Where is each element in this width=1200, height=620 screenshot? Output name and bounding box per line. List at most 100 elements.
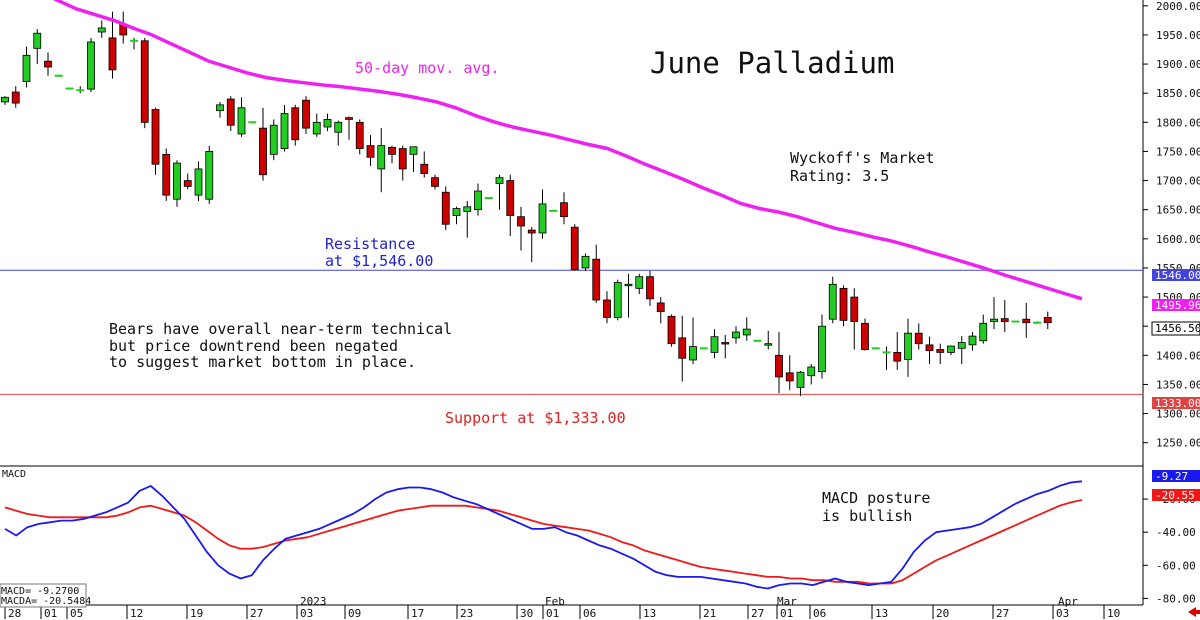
macd-note-line-2: is bullish: [822, 507, 912, 525]
candle-body: [613, 282, 622, 318]
candle: [205, 145, 214, 204]
candle: [947, 345, 955, 356]
candle: [592, 244, 601, 303]
candle: [785, 355, 794, 391]
candle-body: [44, 60, 52, 68]
candle: [807, 364, 816, 385]
candle-body: [925, 344, 934, 352]
candle: [302, 96, 310, 134]
candle-body: [495, 177, 504, 184]
candle-body: [452, 208, 461, 216]
candle: [1, 96, 9, 105]
candle-body: [689, 346, 697, 361]
candle: [742, 317, 751, 341]
candle-body: [226, 98, 235, 126]
candle: [968, 332, 977, 351]
candle: [11, 86, 20, 108]
candle: [441, 186, 450, 231]
candle: [936, 343, 945, 365]
resistance-label-2: at $1,546.00: [325, 252, 433, 270]
candle-body: [861, 322, 869, 350]
candle-body: [990, 318, 998, 322]
candle-body: [97, 27, 106, 33]
candle: [291, 104, 300, 146]
candle-body: [355, 121, 364, 149]
candle: [366, 135, 375, 167]
support-price-tag: 1333.00: [1152, 397, 1200, 410]
candle: [904, 318, 912, 377]
candle: [495, 174, 504, 210]
candle: [721, 334, 730, 359]
price-tick-label: 1350.00: [1156, 378, 1200, 391]
svg-text:-20.55: -20.55: [1155, 489, 1195, 502]
candle: [323, 113, 332, 132]
candle: [506, 174, 515, 236]
macd-tick-label: -80.00: [1156, 592, 1196, 605]
candle: [538, 189, 547, 239]
candlestick-series: [1, 11, 1052, 397]
candle-body: [345, 117, 353, 120]
candle: [474, 183, 482, 216]
candle: [893, 332, 902, 370]
date-tick-label: 27: [250, 607, 263, 620]
scroll-arrow-icon[interactable]: [1188, 607, 1200, 617]
price-tick-label: 1250.00: [1156, 437, 1200, 450]
candle-body: [710, 336, 719, 353]
price-tick-label: 1900.00: [1156, 58, 1200, 71]
candle: [173, 160, 181, 207]
date-tick-label: 06: [813, 607, 826, 620]
month-label: Mar: [777, 595, 797, 608]
candle-body: [431, 177, 439, 187]
candle-body: [323, 119, 332, 128]
date-tick-label: 05: [70, 607, 83, 620]
candle: [979, 314, 988, 344]
date-tick-label: 19: [190, 607, 203, 620]
candle-body: [646, 276, 654, 300]
candle-body: [570, 226, 579, 271]
candle: [850, 288, 859, 350]
candle: [775, 332, 783, 394]
candle-body: [398, 148, 407, 170]
candle: [398, 145, 407, 181]
candle: [957, 336, 966, 365]
candle: [87, 37, 95, 93]
month-label: Feb: [545, 595, 565, 608]
date-tick-label: 09: [348, 607, 361, 620]
candle: [527, 227, 536, 263]
macd-readout: MACD= -9.2700: [1, 586, 79, 597]
macd-panel-title: MACD: [2, 469, 26, 480]
candle-body: [656, 302, 665, 313]
candle: [130, 37, 138, 50]
month-label: Apr: [1058, 595, 1078, 608]
date-tick-label: 03: [300, 607, 313, 620]
candle: [882, 346, 891, 370]
date-tick-label: 03: [1056, 607, 1069, 620]
candle-body: [667, 315, 676, 345]
candle-body: [291, 107, 300, 141]
candle: [1022, 302, 1031, 338]
candle: [119, 11, 128, 44]
candle-body: [732, 331, 740, 339]
candle: [603, 291, 611, 324]
candle-body: [796, 371, 805, 388]
candle: [108, 11, 117, 79]
date-tick-label: 01: [44, 607, 57, 620]
macda-readout: MACDA= -20.5484: [1, 596, 91, 607]
candle-body: [936, 349, 945, 353]
macd-price-tag: -9.27: [1152, 470, 1200, 483]
date-tick-label: 10: [1107, 607, 1120, 620]
price-tick-label: 1700.00: [1156, 175, 1200, 188]
candle: [33, 29, 42, 65]
candle-body: [775, 354, 783, 378]
candle-body: [87, 41, 95, 90]
date-tick-label: 21: [703, 607, 716, 620]
date-tick-label: 13: [643, 607, 656, 620]
candle: [678, 315, 687, 382]
macda-line: [4, 499, 1083, 585]
candle: [22, 46, 31, 88]
candle-body: [1000, 318, 1009, 322]
candle-body: [947, 345, 955, 353]
commentary-line-1: Bears have overall near-term technical: [109, 320, 452, 338]
candle: [710, 329, 719, 359]
